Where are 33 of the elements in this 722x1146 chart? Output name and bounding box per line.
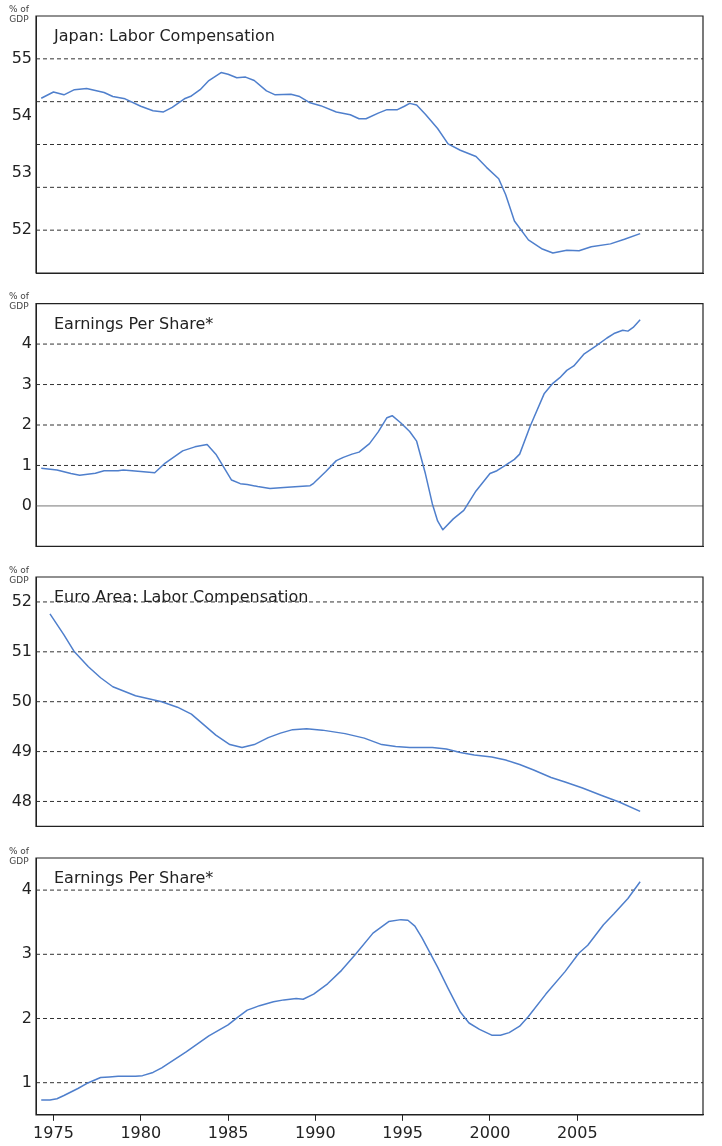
y-tick-label: 54 bbox=[11, 105, 32, 125]
x-tick-label: 1995 bbox=[382, 1122, 424, 1142]
y-tick-label: 52 bbox=[11, 219, 32, 239]
y-tick-label: 50 bbox=[11, 690, 32, 710]
text: Earnings Per Share* bbox=[54, 868, 214, 888]
y-tick-label: 51 bbox=[11, 640, 32, 660]
y-tick-label: 4 bbox=[21, 333, 32, 353]
text: Japan: Labor Compensation bbox=[53, 26, 275, 46]
y-tick-label: 53 bbox=[11, 162, 32, 182]
text: Euro Area: Labor Compensation bbox=[54, 587, 309, 607]
x-tick-label: 1990 bbox=[295, 1122, 336, 1142]
y-tick-label: 3 bbox=[21, 373, 32, 393]
y-tick-label: 55 bbox=[11, 47, 32, 67]
y-tick-label: 3 bbox=[21, 943, 32, 963]
y-axis-title: % of GDP bbox=[8, 291, 30, 312]
y-tick-label: 1 bbox=[21, 454, 32, 474]
y-tick-label: 2 bbox=[21, 414, 32, 434]
y-axis-title: % of GDP bbox=[8, 564, 30, 585]
y-axis-title: % of GDP bbox=[8, 3, 30, 24]
text: Earnings Per Share* bbox=[54, 313, 214, 333]
y-tick-label: 1 bbox=[21, 1071, 32, 1091]
y-tick-label: 52 bbox=[11, 591, 32, 611]
x-tick-label: 1985 bbox=[207, 1122, 249, 1142]
y-tick-label: 49 bbox=[11, 740, 32, 760]
x-tick-label: 1980 bbox=[120, 1122, 162, 1142]
x-tick-label: 2000 bbox=[469, 1122, 511, 1142]
y-tick-label: 0 bbox=[21, 495, 32, 515]
y-axis-title: % of GDP bbox=[8, 845, 30, 866]
y-tick-label: 48 bbox=[11, 790, 32, 810]
x-tick-label: 2005 bbox=[556, 1122, 598, 1142]
y-tick-label: 4 bbox=[21, 879, 32, 899]
y-tick-label: 2 bbox=[21, 1007, 32, 1027]
x-tick-label: 1975 bbox=[33, 1122, 74, 1142]
